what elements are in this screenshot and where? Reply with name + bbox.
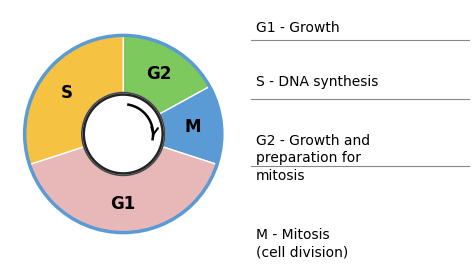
Text: S: S	[61, 84, 73, 102]
Wedge shape	[29, 147, 217, 233]
Text: M - Mitosis
(cell division): M - Mitosis (cell division)	[255, 228, 348, 259]
Text: G1: G1	[110, 195, 136, 213]
Wedge shape	[160, 87, 222, 165]
Text: S - DNA synthesis: S - DNA synthesis	[255, 75, 378, 89]
Text: G1 - Growth: G1 - Growth	[255, 21, 339, 35]
Wedge shape	[123, 35, 210, 114]
Circle shape	[82, 92, 164, 176]
Text: M: M	[185, 118, 201, 136]
Text: G2 - Growth and
preparation for
mitosis: G2 - Growth and preparation for mitosis	[255, 134, 370, 183]
Text: G2: G2	[146, 65, 172, 83]
Wedge shape	[25, 35, 123, 165]
